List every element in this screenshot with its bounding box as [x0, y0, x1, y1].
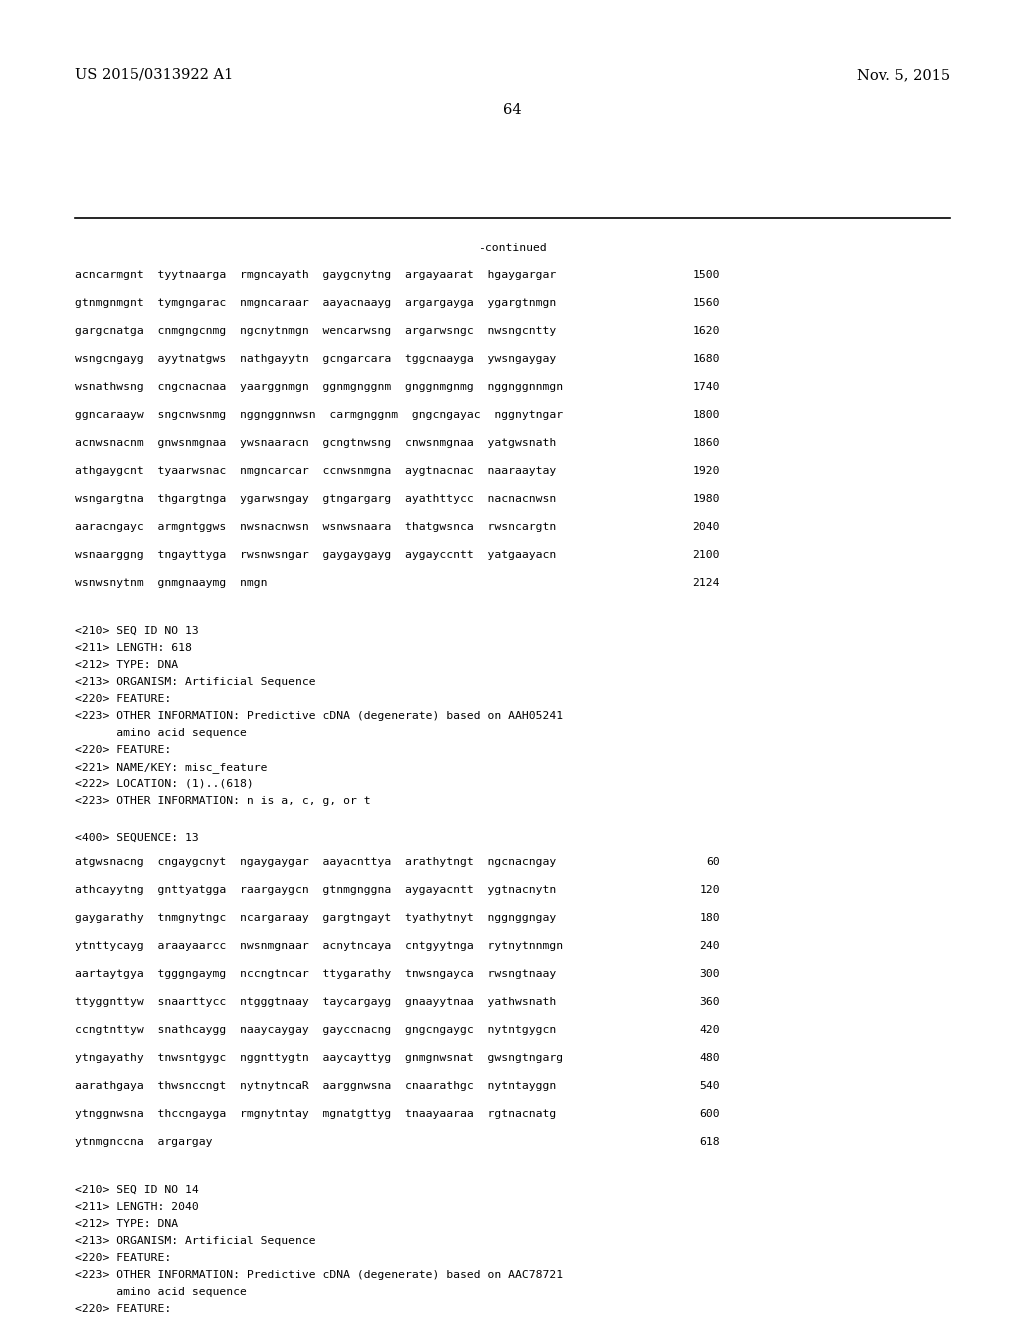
Text: 600: 600	[699, 1109, 720, 1119]
Text: <213> ORGANISM: Artificial Sequence: <213> ORGANISM: Artificial Sequence	[75, 1236, 315, 1246]
Text: US 2015/0313922 A1: US 2015/0313922 A1	[75, 69, 233, 82]
Text: 64: 64	[503, 103, 521, 117]
Text: ytnmgnccna  argargay: ytnmgnccna argargay	[75, 1137, 213, 1147]
Text: 60: 60	[707, 857, 720, 867]
Text: acncarmgnt  tyytnaarga  rmgncayath  gaygcnytng  argayaarat  hgaygargar: acncarmgnt tyytnaarga rmgncayath gaygcny…	[75, 271, 556, 280]
Text: 360: 360	[699, 997, 720, 1007]
Text: athgaygcnt  tyaarwsnac  nmgncarcar  ccnwsnmgna  aygtnacnac  naaraaytay: athgaygcnt tyaarwsnac nmgncarcar ccnwsnm…	[75, 466, 556, 477]
Text: aartaytgya  tgggngaymg  nccngtncar  ttygarathy  tnwsngayca  rwsngtnaay: aartaytgya tgggngaymg nccngtncar ttygara…	[75, 969, 556, 979]
Text: 1620: 1620	[692, 326, 720, 337]
Text: ttyggnttyw  snaarttycc  ntgggtnaay  taycargayg  gnaayytnaa  yathwsnath: ttyggnttyw snaarttycc ntgggtnaay taycarg…	[75, 997, 556, 1007]
Text: 420: 420	[699, 1026, 720, 1035]
Text: <223> OTHER INFORMATION: n is a, c, g, or t: <223> OTHER INFORMATION: n is a, c, g, o…	[75, 796, 371, 807]
Text: 300: 300	[699, 969, 720, 979]
Text: ytnttycayg  araayaarcc  nwsnmgnaar  acnytncaya  cntgyytnga  rytnytnnmgn: ytnttycayg araayaarcc nwsnmgnaar acnytnc…	[75, 941, 563, 950]
Text: ccngtnttyw  snathcaygg  naaycaygay  gayccnacng  gngcngaygc  nytntgygcn: ccngtnttyw snathcaygg naaycaygay gayccna…	[75, 1026, 556, 1035]
Text: <223> OTHER INFORMATION: Predictive cDNA (degenerate) based on AAH05241: <223> OTHER INFORMATION: Predictive cDNA…	[75, 711, 563, 721]
Text: ytngayathy  tnwsntgygc  nggnttygtn  aaycayttyg  gnmgnwsnat  gwsngtngarg: ytngayathy tnwsntgygc nggnttygtn aaycayt…	[75, 1053, 563, 1063]
Text: <220> FEATURE:: <220> FEATURE:	[75, 1304, 171, 1313]
Text: atgwsnacng  cngaygcnyt  ngaygaygar  aayacnttya  arathytngt  ngcnacngay: atgwsnacng cngaygcnyt ngaygaygar aayacnt…	[75, 857, 556, 867]
Text: <220> FEATURE:: <220> FEATURE:	[75, 1253, 171, 1263]
Text: <211> LENGTH: 618: <211> LENGTH: 618	[75, 643, 191, 653]
Text: <400> SEQUENCE: 13: <400> SEQUENCE: 13	[75, 833, 199, 843]
Text: athcayytng  gnttyatgga  raargaygcn  gtnmgnggna  aygayacntt  ygtnacnytn: athcayytng gnttyatgga raargaygcn gtnmgng…	[75, 884, 556, 895]
Text: 1680: 1680	[692, 354, 720, 364]
Text: 1500: 1500	[692, 271, 720, 280]
Text: 1860: 1860	[692, 438, 720, 447]
Text: 1800: 1800	[692, 411, 720, 420]
Text: amino acid sequence: amino acid sequence	[75, 1287, 247, 1298]
Text: <212> TYPE: DNA: <212> TYPE: DNA	[75, 1218, 178, 1229]
Text: 1740: 1740	[692, 381, 720, 392]
Text: 618: 618	[699, 1137, 720, 1147]
Text: aarathgaya  thwsnccngt  nytnytncaR  aarggnwsna  cnaarathgc  nytntayggn: aarathgaya thwsnccngt nytnytncaR aarggnw…	[75, 1081, 556, 1092]
Text: 1980: 1980	[692, 494, 720, 504]
Text: <210> SEQ ID NO 14: <210> SEQ ID NO 14	[75, 1185, 199, 1195]
Text: aaracngayc  armgntggws  nwsnacnwsn  wsnwsnaara  thatgwsnca  rwsncargtn: aaracngayc armgntggws nwsnacnwsn wsnwsna…	[75, 521, 556, 532]
Text: gtnmgnmgnt  tymgngarac  nmgncaraar  aayacnaayg  argargayga  ygargtnmgn: gtnmgnmgnt tymgngarac nmgncaraar aayacna…	[75, 298, 556, 308]
Text: <221> NAME/KEY: misc_feature: <221> NAME/KEY: misc_feature	[75, 762, 267, 774]
Text: wsnwsnytnm  gnmgnaaymg  nmgn: wsnwsnytnm gnmgnaaymg nmgn	[75, 578, 267, 587]
Text: 2040: 2040	[692, 521, 720, 532]
Text: wsnaarggng  tngayttyga  rwsnwsngar  gaygaygayg  aygayccntt  yatgaayacn: wsnaarggng tngayttyga rwsnwsngar gaygayg…	[75, 550, 556, 560]
Text: 1920: 1920	[692, 466, 720, 477]
Text: 480: 480	[699, 1053, 720, 1063]
Text: gaygarathy  tnmgnytngc  ncargaraay  gargtngayt  tyathytnyt  nggnggngay: gaygarathy tnmgnytngc ncargaraay gargtng…	[75, 913, 556, 923]
Text: 540: 540	[699, 1081, 720, 1092]
Text: <220> FEATURE:: <220> FEATURE:	[75, 694, 171, 704]
Text: <223> OTHER INFORMATION: Predictive cDNA (degenerate) based on AAC78721: <223> OTHER INFORMATION: Predictive cDNA…	[75, 1270, 563, 1280]
Text: wsngargtna  thgargtnga  ygarwsngay  gtngargarg  ayathttycc  nacnacnwsn: wsngargtna thgargtnga ygarwsngay gtngarg…	[75, 494, 556, 504]
Text: ggncaraayw  sngcnwsnmg  nggnggnnwsn  carmgnggnm  gngcngayac  nggnytngar: ggncaraayw sngcnwsnmg nggnggnnwsn carmgn…	[75, 411, 563, 420]
Text: <213> ORGANISM: Artificial Sequence: <213> ORGANISM: Artificial Sequence	[75, 677, 315, 686]
Text: 1560: 1560	[692, 298, 720, 308]
Text: 240: 240	[699, 941, 720, 950]
Text: 2100: 2100	[692, 550, 720, 560]
Text: -continued: -continued	[477, 243, 547, 253]
Text: wsngcngayg  ayytnatgws  nathgayytn  gcngarcara  tggcnaayga  ywsngaygay: wsngcngayg ayytnatgws nathgayytn gcngarc…	[75, 354, 556, 364]
Text: 120: 120	[699, 884, 720, 895]
Text: <212> TYPE: DNA: <212> TYPE: DNA	[75, 660, 178, 671]
Text: acnwsnacnm  gnwsnmgnaa  ywsnaaracn  gcngtnwsng  cnwsnmgnaa  yatgwsnath: acnwsnacnm gnwsnmgnaa ywsnaaracn gcngtnw…	[75, 438, 556, 447]
Text: ytnggnwsna  thccngayga  rmgnytntay  mgnatgttyg  tnaayaaraa  rgtnacnatg: ytnggnwsna thccngayga rmgnytntay mgnatgt…	[75, 1109, 556, 1119]
Text: amino acid sequence: amino acid sequence	[75, 729, 247, 738]
Text: <222> LOCATION: (1)..(618): <222> LOCATION: (1)..(618)	[75, 779, 254, 789]
Text: Nov. 5, 2015: Nov. 5, 2015	[857, 69, 950, 82]
Text: 2124: 2124	[692, 578, 720, 587]
Text: 180: 180	[699, 913, 720, 923]
Text: <211> LENGTH: 2040: <211> LENGTH: 2040	[75, 1203, 199, 1212]
Text: <210> SEQ ID NO 13: <210> SEQ ID NO 13	[75, 626, 199, 636]
Text: <220> FEATURE:: <220> FEATURE:	[75, 744, 171, 755]
Text: gargcnatga  cnmgngcnmg  ngcnytnmgn  wencarwsng  argarwsngc  nwsngcntty: gargcnatga cnmgngcnmg ngcnytnmgn wencarw…	[75, 326, 556, 337]
Text: wsnathwsng  cngcnacnaa  yaarggnmgn  ggnmgnggnm  gnggnmgnmg  nggnggnnmgn: wsnathwsng cngcnacnaa yaarggnmgn ggnmgng…	[75, 381, 563, 392]
